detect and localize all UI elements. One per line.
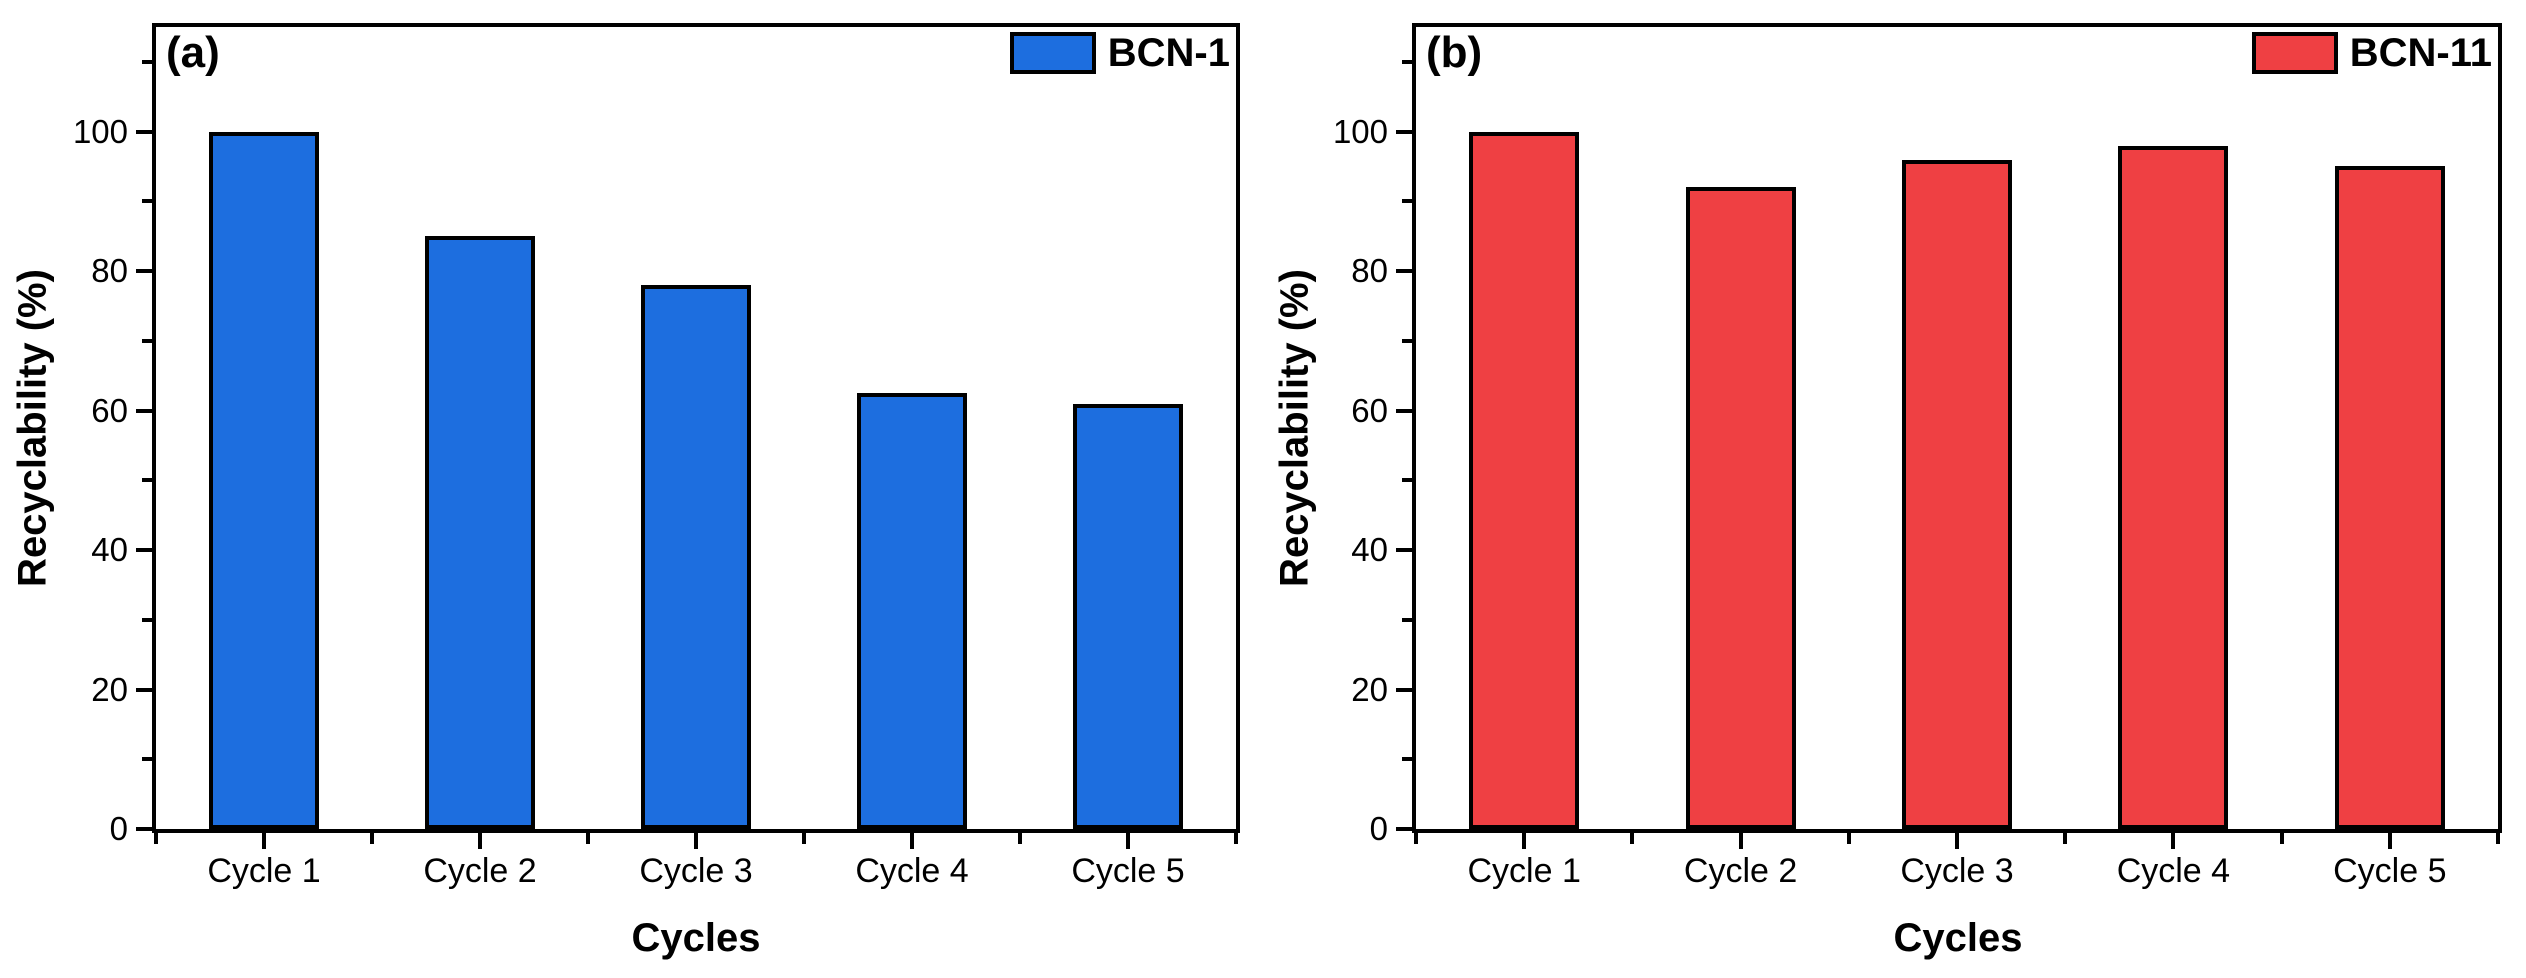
y-axis-major-tick (1396, 269, 1412, 274)
y-axis-tick-label: 80 (1351, 252, 1388, 290)
x-axis-title-b: Cycles (1893, 916, 2023, 960)
x-axis-minor-tick (1846, 833, 1851, 844)
x-axis-major-tick (262, 833, 266, 849)
x-axis-minor-tick (802, 833, 806, 844)
y-axis-minor-tick (142, 757, 152, 762)
legend-a: BCN-1 (1009, 31, 1230, 75)
legend-b: BCN-11 (2251, 31, 2492, 75)
x-axis-tick-label: Cycle 5 (1071, 852, 1185, 890)
y-axis-tick-label: 40 (91, 531, 128, 569)
legend-label: BCN-11 (2349, 31, 2492, 75)
bar-cycle-4 (857, 393, 967, 829)
y-axis-tick-label: 40 (1351, 531, 1388, 569)
x-axis-minor-tick (1630, 833, 1635, 844)
x-axis-major-tick (478, 833, 482, 849)
panel-label-b: (b) (1426, 28, 1483, 77)
x-axis-tick-label: Cycle 2 (423, 852, 537, 890)
bar-cycle-3 (641, 285, 751, 829)
legend-swatch-icon (2251, 32, 2338, 74)
x-axis-tick-label: Cycle 5 (2333, 852, 2447, 890)
y-axis-major-tick (1396, 129, 1412, 134)
bar-cycle-1 (1469, 132, 1580, 829)
y-axis-major-tick (1396, 827, 1412, 831)
y-axis-tick-label: 80 (91, 252, 128, 290)
x-axis-tick-label: Cycle 3 (639, 852, 753, 890)
x-axis-major-tick (1126, 833, 1130, 849)
y-axis-minor-tick (142, 617, 152, 622)
x-axis-major-tick (1955, 833, 1959, 849)
x-axis-tick-label: Cycle 1 (207, 852, 321, 890)
y-axis-major-tick (136, 408, 152, 413)
y-axis-major-tick (136, 129, 152, 134)
y-axis-major-tick (1396, 408, 1412, 413)
y-axis-minor-tick (142, 199, 152, 204)
y-axis-minor-tick (1402, 757, 1412, 762)
y-axis-minor-tick (142, 478, 152, 483)
y-axis-minor-tick (142, 338, 152, 343)
x-axis-title-a: Cycles (631, 916, 761, 960)
x-axis-minor-tick (2496, 833, 2500, 844)
x-axis-major-tick (1738, 833, 1743, 849)
legend-label: BCN-1 (1107, 31, 1230, 75)
plot-area-b: (b) BCN-11 0 20 40 60 80 100 Cycle 1 Cycle 2 Cyc… (1333, 23, 2502, 890)
y-axis-minor-tick (1402, 617, 1412, 622)
y-axis-major-tick (136, 548, 152, 553)
y-axis-tick-label: 20 (1351, 670, 1388, 708)
x-axis-tick-label: Cycle 4 (855, 852, 969, 890)
x-axis-major-tick (1522, 833, 1527, 849)
x-axis-minor-tick (154, 833, 158, 844)
x-axis-major-tick (2387, 833, 2392, 849)
y-axis-major-tick (1396, 548, 1412, 553)
bar-cycle-5 (1073, 404, 1183, 829)
x-axis-minor-tick (2063, 833, 2068, 844)
y-axis-tick-label: 100 (72, 112, 128, 150)
x-axis-minor-tick (370, 833, 374, 844)
y-axis-tick-label: 60 (1351, 391, 1388, 429)
y-axis-tick-label: 0 (109, 810, 128, 847)
x-axis-major-tick (910, 833, 914, 849)
y-axis-tick-label: 0 (1369, 810, 1388, 847)
y-axis-minor-tick (1402, 338, 1412, 343)
y-axis-major-tick (136, 687, 152, 692)
bar-cycle-2 (1685, 187, 1796, 829)
y-axis-tick-label: 20 (91, 670, 128, 708)
y-axis-minor-tick (1402, 59, 1412, 64)
x-axis-major-tick (2171, 833, 2176, 849)
y-axis-major-tick (1396, 687, 1412, 692)
plot-area-a: (a) BCN-1 0 20 40 60 80 100 Cycle 1 Cycle 2 Cycl… (73, 23, 1240, 890)
x-axis-minor-tick (1414, 833, 1418, 844)
x-axis-minor-tick (1018, 833, 1022, 844)
y-axis-major-tick (136, 827, 152, 831)
y-axis-minor-tick (1402, 478, 1412, 483)
x-axis-tick-label: Cycle 4 (2116, 852, 2231, 890)
legend-swatch-icon (1009, 32, 1096, 74)
x-axis-major-tick (694, 833, 698, 849)
y-axis-major-tick (136, 269, 152, 274)
bar-cycle-1 (209, 132, 319, 829)
y-axis-minor-tick (1402, 199, 1412, 204)
panel-label-a: (a) (166, 28, 220, 77)
y-axis-tick-label: 60 (91, 391, 128, 429)
x-axis-minor-tick (586, 833, 590, 844)
y-axis-tick-label: 100 (1332, 112, 1388, 150)
bar-cycle-4 (2118, 146, 2229, 829)
x-axis-tick-label: Cycle 3 (1900, 852, 2014, 890)
x-axis-tick-label: Cycle 2 (1683, 852, 1798, 890)
bar-cycle-3 (1902, 160, 2012, 829)
x-axis-minor-tick (2279, 833, 2284, 844)
bar-cycle-5 (2334, 166, 2445, 829)
bar-cycle-2 (425, 236, 535, 829)
x-axis-minor-tick (1234, 833, 1238, 844)
y-axis-minor-tick (142, 59, 152, 64)
x-axis-tick-label: Cycle 1 (1467, 852, 1581, 890)
